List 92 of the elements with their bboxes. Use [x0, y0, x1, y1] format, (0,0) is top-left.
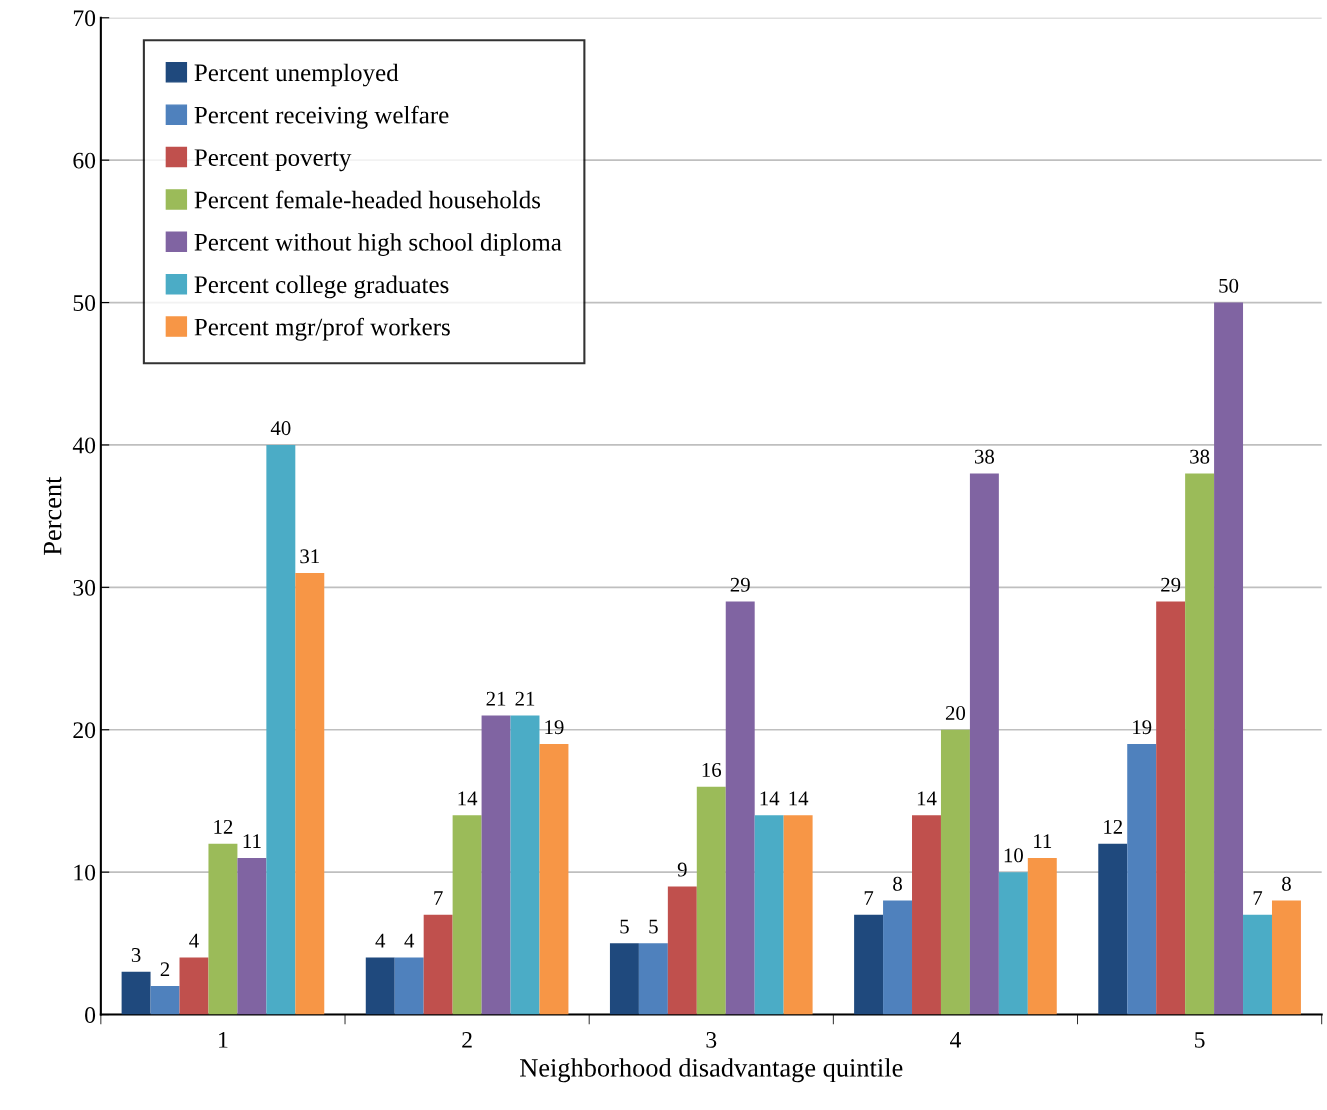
- legend-label: Percent receiving welfare: [194, 105, 449, 129]
- bar: [121, 971, 151, 1015]
- y-tick-label: 10: [74, 864, 96, 881]
- data-label: 31: [300, 549, 319, 564]
- x-axis-title: Neighborhood disadvantage quintile: [520, 1058, 903, 1083]
- bar: [696, 786, 726, 1015]
- bar: [883, 900, 913, 1015]
- y-tick-label: 40: [72, 437, 96, 454]
- legend-label: Percent poverty: [194, 149, 352, 172]
- data-label: 8: [893, 876, 902, 891]
- x-tick-label: 3: [706, 1031, 717, 1048]
- data-label: 12: [214, 819, 233, 834]
- data-label: 4: [375, 933, 386, 948]
- data-label: 14: [917, 791, 937, 806]
- bar: [1214, 302, 1244, 1015]
- data-label: 5: [649, 919, 658, 934]
- data-label: 4: [189, 933, 199, 948]
- bar: [912, 815, 941, 1015]
- data-label: 38: [1190, 449, 1210, 464]
- bar: [539, 743, 569, 1015]
- x-tick-label: 4: [950, 1032, 961, 1048]
- bar: [638, 943, 668, 1015]
- y-axis-title: Percent: [43, 476, 62, 555]
- data-label: 29: [1161, 577, 1181, 592]
- legend-label: Percent female-headed households: [194, 190, 541, 209]
- data-label: 14: [458, 791, 478, 806]
- x-tick-label: 5: [1195, 1032, 1205, 1048]
- data-label: 19: [545, 720, 564, 735]
- legend-label: Percent unemployed: [194, 63, 399, 87]
- data-label: 14: [760, 791, 780, 806]
- bar: [150, 986, 180, 1015]
- data-label: 9: [677, 862, 687, 877]
- data-label: 10: [1004, 848, 1023, 863]
- bar: [725, 601, 755, 1015]
- data-label: 2: [160, 962, 170, 977]
- data-label: 29: [730, 577, 750, 592]
- y-tick-label: 20: [73, 722, 96, 739]
- bar: [365, 957, 395, 1015]
- data-label: 50: [1219, 278, 1239, 293]
- data-label: 14: [789, 791, 809, 806]
- data-label: 40: [270, 421, 291, 436]
- bar: [667, 886, 697, 1015]
- data-label: 19: [1133, 720, 1152, 735]
- y-tick-label: 60: [73, 152, 96, 169]
- bar: [754, 815, 784, 1015]
- bar: [1098, 843, 1128, 1015]
- bar: [266, 444, 296, 1015]
- bar: [1271, 900, 1301, 1015]
- bar: [423, 914, 453, 1015]
- bar: [510, 715, 540, 1015]
- data-label: 7: [864, 891, 874, 905]
- bar: [609, 943, 639, 1015]
- y-tick-label: 70: [73, 10, 96, 27]
- data-label: 4: [404, 933, 415, 948]
- data-label: 21: [515, 691, 535, 706]
- data-label: 11: [1034, 834, 1052, 848]
- bar: [295, 573, 325, 1015]
- bar: [854, 914, 884, 1015]
- bar: [481, 715, 511, 1015]
- data-label: 16: [702, 762, 722, 777]
- legend-label: Percent without high school diploma: [194, 233, 562, 256]
- bar: [1243, 914, 1272, 1015]
- bar: [783, 815, 813, 1015]
- data-label: 38: [974, 449, 995, 464]
- x-tick-label: 2: [462, 1031, 472, 1048]
- bar: [998, 872, 1028, 1015]
- y-tick-label: 30: [73, 579, 96, 596]
- bar: [179, 957, 209, 1015]
- legend-label: Percent mgr/prof workers: [194, 317, 450, 341]
- data-label: 21: [486, 691, 506, 706]
- data-label: 11: [243, 834, 261, 848]
- data-label: 5: [620, 919, 629, 934]
- bar: [1156, 601, 1186, 1015]
- x-tick-label: 1: [219, 1032, 228, 1048]
- legend-label: Percent college graduates: [194, 275, 449, 299]
- data-label: 12: [1104, 819, 1123, 834]
- data-label: 3: [131, 948, 141, 963]
- y-tick-label: 50: [73, 295, 96, 311]
- data-label: 8: [1282, 876, 1291, 891]
- bar: [208, 843, 238, 1015]
- data-label: 20: [945, 705, 966, 720]
- bar: [1185, 473, 1215, 1015]
- bar: [1127, 743, 1157, 1015]
- bar: [940, 729, 970, 1015]
- y-tick-label: 0: [85, 1007, 96, 1023]
- bar: [237, 857, 267, 1015]
- bar: [1027, 857, 1057, 1015]
- bar: [969, 473, 999, 1015]
- data-label: 7: [1253, 891, 1263, 905]
- bar: [452, 815, 482, 1015]
- data-label: 7: [434, 891, 443, 905]
- bar: [394, 957, 424, 1015]
